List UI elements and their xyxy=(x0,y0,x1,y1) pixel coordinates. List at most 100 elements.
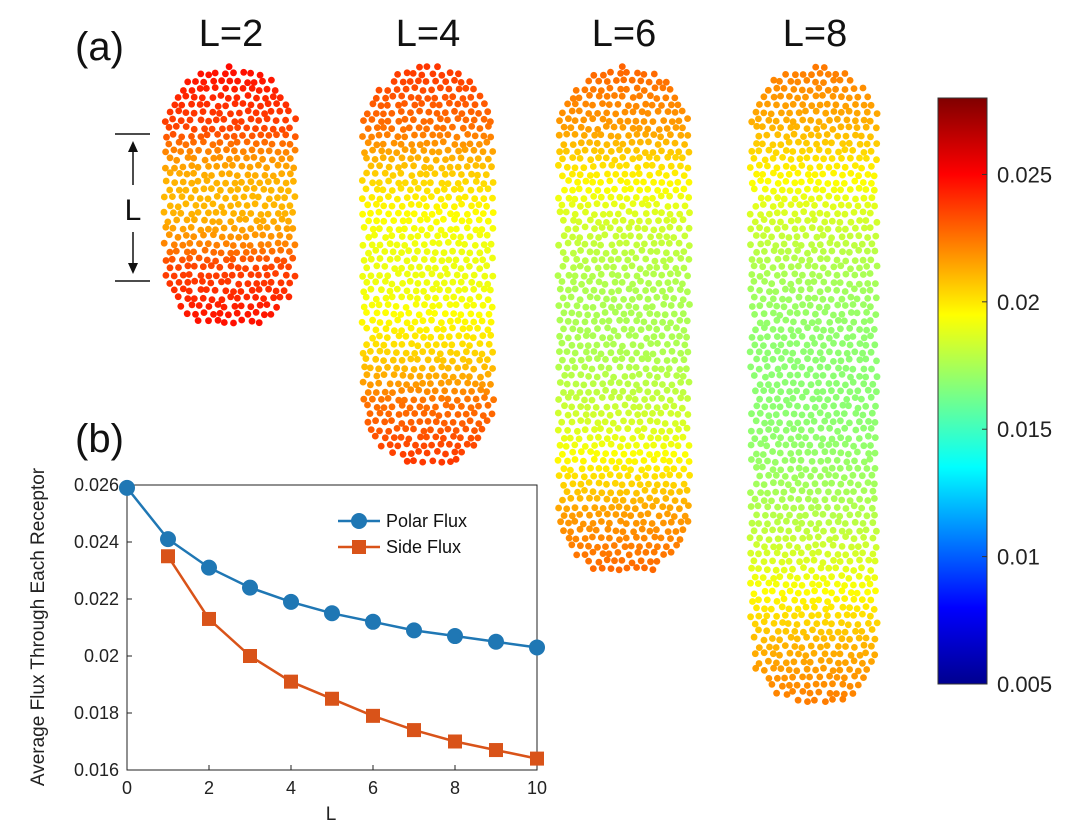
receptor-dot xyxy=(577,139,585,147)
receptor-dot xyxy=(630,497,637,505)
receptor-dot xyxy=(838,543,846,550)
receptor-dot xyxy=(273,100,280,107)
receptor-dot xyxy=(798,162,806,169)
receptor-dot xyxy=(234,186,242,193)
receptor-dot xyxy=(238,226,246,234)
receptor-dot xyxy=(776,419,783,427)
receptor-dot xyxy=(569,95,577,102)
receptor-dot xyxy=(250,248,258,255)
receptor-dot xyxy=(849,378,857,386)
receptor-dot xyxy=(247,210,255,217)
receptor-dot xyxy=(466,78,474,86)
receptor-dot xyxy=(576,389,584,396)
receptor-dot xyxy=(179,285,187,293)
capsule-l8 xyxy=(746,63,881,705)
receptor-dot xyxy=(571,504,579,512)
receptor-dot xyxy=(782,503,789,511)
receptor-dot xyxy=(838,496,846,504)
receptor-dot xyxy=(571,131,579,138)
receptor-dot xyxy=(604,525,612,533)
receptor-dot xyxy=(681,341,689,349)
receptor-dot xyxy=(800,628,807,636)
receptor-dot xyxy=(797,549,805,557)
receptor-dot xyxy=(864,588,871,596)
receptor-dot xyxy=(585,479,593,486)
receptor-dot xyxy=(850,581,857,589)
receptor-dot xyxy=(384,364,391,371)
receptor-dot xyxy=(470,271,478,279)
receptor-dot xyxy=(828,217,836,225)
receptor-dot xyxy=(580,457,587,465)
receptor-dot xyxy=(432,418,440,426)
receptor-dot xyxy=(397,140,405,148)
receptor-dot xyxy=(787,326,795,334)
receptor-dot xyxy=(363,371,371,379)
receptor-dot xyxy=(213,241,221,249)
receptor-dot xyxy=(871,480,878,488)
receptor-dot xyxy=(811,587,818,595)
receptor-dot xyxy=(563,488,571,496)
receptor-dot xyxy=(773,272,781,279)
receptor-dot xyxy=(820,664,827,672)
receptor-dot xyxy=(768,587,776,595)
receptor-dot xyxy=(608,457,616,465)
receptor-dot xyxy=(363,169,370,177)
receptor-dot xyxy=(819,92,826,99)
receptor-dot xyxy=(765,412,773,420)
receptor-dot xyxy=(683,365,690,373)
receptor-dot xyxy=(650,333,658,341)
receptor-dot xyxy=(856,418,863,426)
receptor-dot xyxy=(560,481,567,489)
receptor-dot xyxy=(802,232,810,239)
receptor-dot xyxy=(365,233,373,241)
receptor-dot xyxy=(823,580,831,587)
receptor-dot xyxy=(259,217,267,225)
receptor-dot xyxy=(411,84,419,91)
receptor-dot xyxy=(755,644,763,651)
receptor-dot xyxy=(612,110,620,118)
receptor-dot xyxy=(450,186,458,193)
receptor-dot xyxy=(455,195,463,202)
receptor-dot xyxy=(763,131,771,139)
receptor-dot xyxy=(837,186,844,194)
receptor-dot xyxy=(182,109,190,116)
receptor-dot xyxy=(403,210,411,218)
receptor-dot xyxy=(854,621,862,628)
receptor-dot xyxy=(834,643,842,650)
receptor-dot xyxy=(670,450,678,458)
receptor-dot xyxy=(379,154,387,162)
receptor-dot xyxy=(829,512,837,519)
receptor-dot xyxy=(636,293,643,301)
receptor-dot xyxy=(591,256,598,264)
receptor-dot xyxy=(605,317,613,325)
receptor-dot xyxy=(227,218,235,226)
receptor-dot xyxy=(833,674,841,681)
receptor-dot xyxy=(449,278,457,286)
receptor-dot xyxy=(483,417,491,424)
receptor-dot xyxy=(455,85,463,93)
receptor-dot xyxy=(769,155,777,162)
receptor-dot xyxy=(408,141,416,148)
receptor-dot xyxy=(750,155,758,162)
receptor-dot xyxy=(790,410,798,418)
receptor-dot xyxy=(190,233,198,241)
receptor-dot xyxy=(462,84,470,92)
receptor-dot xyxy=(446,69,454,77)
receptor-dot xyxy=(565,519,572,527)
receptor-dot xyxy=(773,333,781,340)
receptor-dot xyxy=(201,171,208,179)
receptor-dot xyxy=(861,224,868,232)
receptor-dot xyxy=(782,426,790,434)
receptor-dot xyxy=(748,256,756,263)
receptor-dot xyxy=(828,435,836,443)
receptor-dot xyxy=(841,424,849,432)
receptor-dot xyxy=(276,293,284,301)
receptor-dot xyxy=(289,209,296,216)
receptor-dot xyxy=(637,342,645,350)
receptor-dot xyxy=(367,209,374,217)
panel-a-label: (a) xyxy=(75,25,124,69)
receptor-dot xyxy=(472,257,479,264)
receptor-dot xyxy=(684,164,692,172)
colorbar-tick-label: 0.01 xyxy=(997,545,1040,570)
receptor-dot xyxy=(672,202,680,210)
